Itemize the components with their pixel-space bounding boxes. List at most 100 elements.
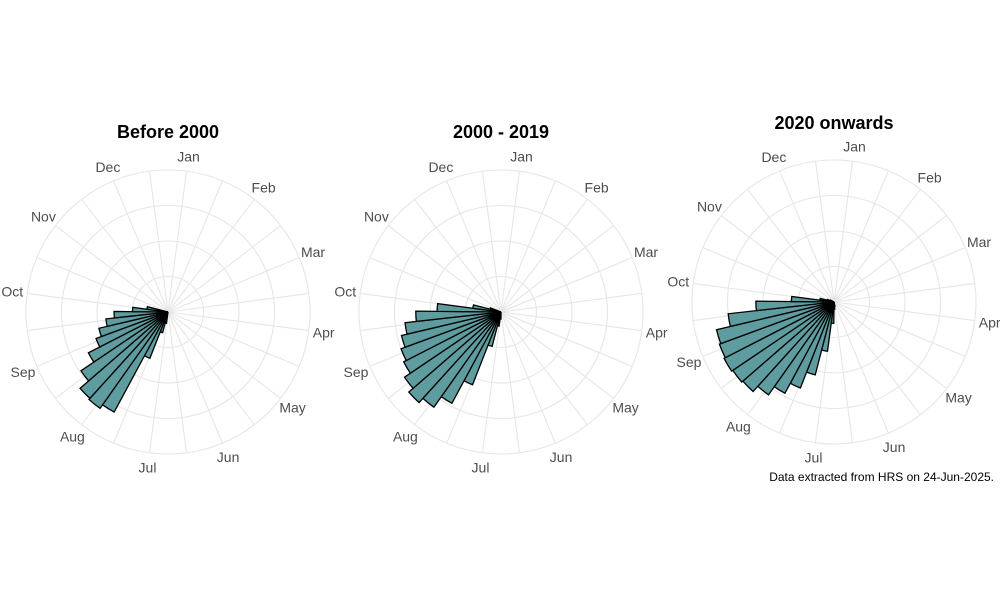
month-label: Aug — [726, 419, 751, 435]
grid-spoke — [500, 311, 556, 444]
grid-spoke — [446, 180, 502, 313]
bar — [80, 311, 169, 382]
bar — [404, 311, 502, 335]
month-label: Jan — [510, 148, 533, 164]
grid-spoke — [167, 311, 255, 425]
grid-ring — [358, 169, 644, 455]
grid-spoke — [414, 199, 502, 313]
grid-spoke — [500, 311, 614, 399]
month-label: May — [612, 400, 638, 416]
month-label: Jan — [843, 138, 866, 154]
grid-spoke — [148, 311, 169, 453]
month-label: Feb — [252, 179, 276, 195]
month-label: Sep — [677, 354, 702, 370]
grid-spoke — [167, 199, 255, 313]
grid-spoke — [833, 301, 975, 322]
month-label: Dec — [428, 159, 453, 175]
grid-spoke — [833, 301, 854, 443]
grid-spoke — [721, 215, 835, 303]
grid-spoke — [167, 180, 223, 313]
bar-series — [79, 305, 169, 413]
data-source-caption: Data extracted from HRS on 24-Jun-2025. — [769, 470, 994, 484]
month-label: Apr — [979, 315, 1000, 331]
grid-spoke — [833, 215, 947, 303]
month-label: Aug — [393, 429, 418, 445]
month-labels: Jan Feb Mar Apr May Jun Jul Aug Sep Oct Nov Dec — [667, 138, 1000, 465]
month-label: May — [279, 400, 305, 416]
month-label: Feb — [585, 179, 609, 195]
grid-spoke — [55, 225, 169, 313]
month-label: May — [945, 390, 971, 406]
bar — [727, 301, 835, 328]
bar — [723, 301, 835, 373]
bar — [718, 301, 835, 359]
polar-panel-2000-2019: Jan Feb Mar Apr May Jun Jul Aug Sep Oct Nov Dec 2000… — [334, 122, 668, 476]
month-label: Apr — [313, 325, 335, 341]
grid-spoke — [833, 301, 947, 389]
month-label: Dec — [761, 149, 786, 165]
grid-spoke — [113, 180, 169, 313]
grid-spoke — [81, 199, 169, 313]
grid-spoke — [814, 161, 835, 303]
month-label: Apr — [646, 325, 668, 341]
grid-ring — [393, 204, 609, 420]
bar — [415, 310, 502, 323]
bar — [146, 305, 169, 313]
month-label: Jun — [217, 449, 240, 465]
panel-title: 2020 onwards — [774, 113, 893, 133]
month-label: Mar — [967, 234, 991, 250]
grid-spoke — [481, 311, 502, 453]
bar-series — [715, 295, 836, 396]
polar-grid — [358, 169, 644, 455]
grid-spoke — [500, 311, 588, 425]
bar — [715, 301, 835, 345]
grid-ring — [726, 194, 942, 410]
month-label: Feb — [918, 169, 942, 185]
month-label: Jul — [805, 450, 823, 466]
grid-spoke — [500, 257, 633, 313]
grid-spoke — [833, 282, 975, 303]
grid-spoke — [167, 311, 281, 399]
grid-spoke — [833, 301, 889, 434]
month-label: Jun — [550, 449, 573, 465]
month-label: Dec — [95, 159, 120, 175]
month-label: Sep — [344, 364, 369, 380]
month-label: Mar — [301, 244, 325, 260]
grid-spoke — [833, 301, 921, 415]
polar-panel-2020-onwards: Jan Feb Mar Apr May Jun Jul Aug Sep Oct Nov Dec 2020… — [667, 113, 1000, 466]
grid-spoke — [833, 301, 966, 357]
bar — [87, 311, 169, 363]
grid-spoke — [167, 311, 300, 367]
panel-title: 2000 - 2019 — [453, 122, 549, 142]
grid-spoke — [388, 225, 502, 313]
grid-ring — [691, 159, 977, 445]
grid-spoke — [500, 311, 633, 367]
grid-spoke — [167, 311, 223, 444]
month-label: Mar — [634, 244, 658, 260]
grid-spoke — [833, 189, 921, 303]
month-label: Oct — [1, 284, 23, 300]
grid-spoke — [369, 257, 502, 313]
grid-spoke — [833, 247, 966, 303]
grid-spoke — [167, 311, 188, 453]
grid-spoke — [481, 171, 502, 313]
month-label: Nov — [31, 208, 56, 224]
bar — [113, 310, 169, 319]
month-label: Jun — [883, 439, 906, 455]
bar — [755, 300, 835, 312]
bar — [489, 307, 502, 313]
bar — [829, 299, 835, 303]
grid-spoke — [167, 292, 309, 313]
grid-spoke — [779, 170, 835, 303]
grid-spoke — [500, 180, 556, 313]
grid-spoke — [702, 247, 835, 303]
grid-ring — [25, 169, 311, 455]
bar — [400, 311, 502, 349]
month-label: Sep — [11, 364, 36, 380]
bar — [95, 311, 169, 348]
grid-spoke — [500, 292, 642, 313]
bar — [402, 311, 502, 375]
grid-spoke — [500, 199, 588, 313]
bar — [79, 311, 169, 400]
